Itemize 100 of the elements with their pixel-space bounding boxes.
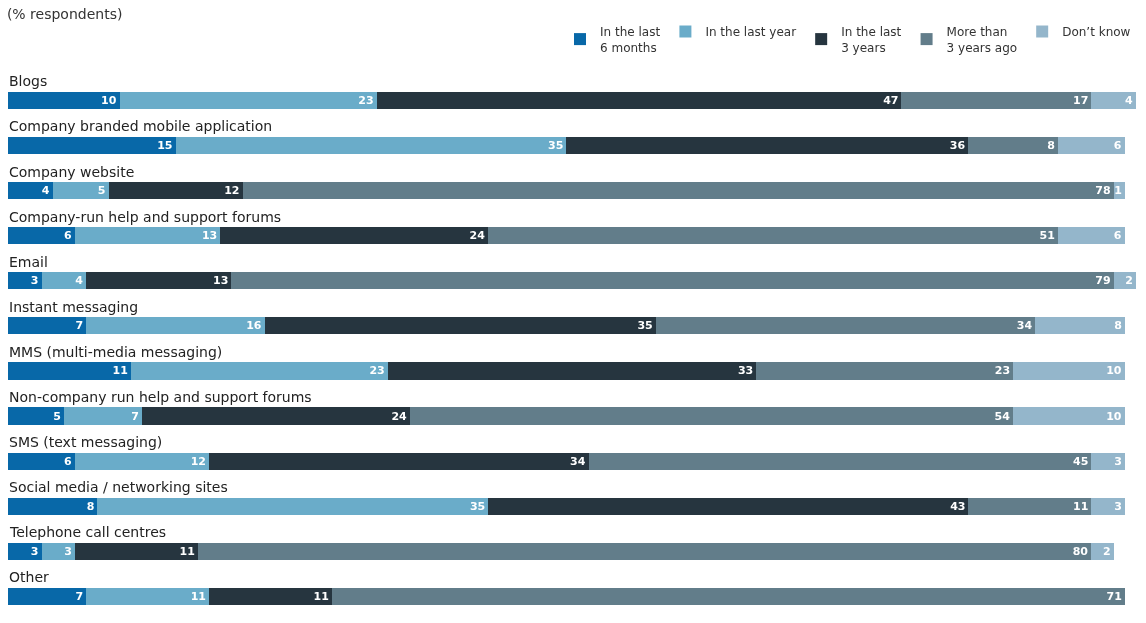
- data-label: 6: [1113, 229, 1122, 243]
- data-label: 8: [1047, 138, 1055, 152]
- data-label: 12: [190, 454, 207, 468]
- data-label: 2: [1103, 544, 1111, 558]
- data-label: 8: [1114, 319, 1122, 333]
- data-label: 43: [950, 499, 966, 513]
- bar: [8, 272, 42, 290]
- bar: [175, 136, 567, 155]
- bar: [264, 317, 656, 335]
- data-label: 33: [737, 364, 754, 378]
- data-label: 7: [75, 589, 84, 603]
- bar: [86, 272, 232, 290]
- bar: [8, 181, 53, 200]
- data-label: 2: [1125, 274, 1133, 288]
- bar: [108, 181, 243, 200]
- data-label: 11: [190, 589, 207, 603]
- y-tick-label: Social media / networking sites: [9, 479, 228, 495]
- bar: [968, 497, 1092, 515]
- chart-title: (% respondents): [6, 6, 123, 23]
- bar: [1057, 136, 1125, 155]
- y-tick-label: Company website: [9, 164, 135, 180]
- data-label: 5: [97, 184, 106, 198]
- data-label: 6: [64, 454, 73, 468]
- bar: [1091, 452, 1125, 470]
- data-label: 10: [1106, 364, 1122, 378]
- data-label: 71: [1106, 589, 1122, 603]
- bar: [968, 136, 1058, 155]
- data-label: 17: [1073, 93, 1089, 107]
- data-label: 24: [469, 229, 486, 243]
- data-label: 5: [53, 409, 61, 423]
- bar: [8, 587, 87, 606]
- bar: [410, 407, 1014, 425]
- data-label: 10: [101, 93, 117, 107]
- data-label: 3: [1114, 454, 1122, 468]
- data-label: 10: [1106, 409, 1122, 423]
- bar: [8, 542, 42, 560]
- data-label: 35: [469, 499, 486, 513]
- data-label: 47: [883, 93, 899, 107]
- bar: [8, 362, 131, 380]
- legend-label: In the last 6 months: [600, 24, 661, 55]
- data-label: 80: [1072, 544, 1089, 558]
- data-label: 54: [994, 409, 1011, 423]
- bar: [41, 542, 76, 560]
- y-tick-label: Telephone call centres: [9, 524, 167, 540]
- data-label: 11: [179, 544, 195, 558]
- bar: [86, 587, 210, 606]
- bar: [8, 227, 76, 245]
- bar: [387, 362, 757, 380]
- bar: [75, 227, 221, 245]
- bar: [8, 91, 120, 109]
- bar: [901, 91, 1092, 109]
- data-label: 51: [1039, 229, 1055, 243]
- data-label: 36: [949, 138, 966, 152]
- data-label: 24: [391, 409, 408, 423]
- data-label: 3: [64, 544, 73, 558]
- data-label: 16: [246, 319, 262, 333]
- data-label: 13: [213, 274, 229, 288]
- data-label: 35: [548, 138, 564, 152]
- data-label: 7: [131, 409, 140, 423]
- bar: [220, 227, 489, 245]
- bar: [1013, 362, 1125, 380]
- bar: [231, 272, 1114, 290]
- data-label: 4: [1125, 93, 1133, 107]
- data-label: 23: [358, 93, 374, 107]
- bar: [756, 362, 1014, 380]
- bar: [588, 452, 1092, 470]
- data-label: 3: [30, 274, 39, 288]
- y-tick-label: MMS (multi-media messaging): [9, 344, 223, 360]
- data-label: 3: [30, 544, 39, 558]
- data-label: 6: [1113, 138, 1122, 152]
- bar: [1091, 542, 1114, 560]
- bar: [52, 181, 109, 200]
- bar: [8, 317, 87, 335]
- data-label: 78: [1095, 184, 1111, 198]
- data-label: 12: [224, 184, 240, 198]
- bar: [41, 272, 87, 290]
- data-label: 11: [1073, 499, 1089, 513]
- y-tick-label: Other: [9, 569, 49, 585]
- data-label: 79: [1095, 274, 1111, 288]
- legend-label: Don’t know: [1062, 25, 1131, 40]
- bar: [97, 497, 489, 515]
- data-label: 15: [157, 138, 173, 152]
- bar: [197, 542, 1092, 560]
- data-label: 1: [1114, 184, 1122, 198]
- y-tick-label: Email: [9, 254, 48, 270]
- y-tick-label: Company-run help and support forums: [9, 209, 282, 225]
- bar: [1057, 227, 1125, 245]
- y-tick-label: Non-company run help and support forums: [9, 389, 312, 405]
- bar: [130, 362, 388, 380]
- y-tick-label: Instant messaging: [9, 299, 139, 315]
- data-label: 34: [1016, 319, 1033, 333]
- data-label: 23: [369, 364, 385, 378]
- bar: [8, 497, 98, 515]
- y-tick-label: Company branded mobile application: [9, 118, 273, 134]
- data-label: 45: [1073, 454, 1089, 468]
- legend-label: More than 3 years ago: [946, 24, 1018, 55]
- data-label: 23: [994, 364, 1011, 378]
- bar: [1013, 407, 1125, 425]
- bar: [63, 407, 143, 425]
- bar: [75, 542, 198, 560]
